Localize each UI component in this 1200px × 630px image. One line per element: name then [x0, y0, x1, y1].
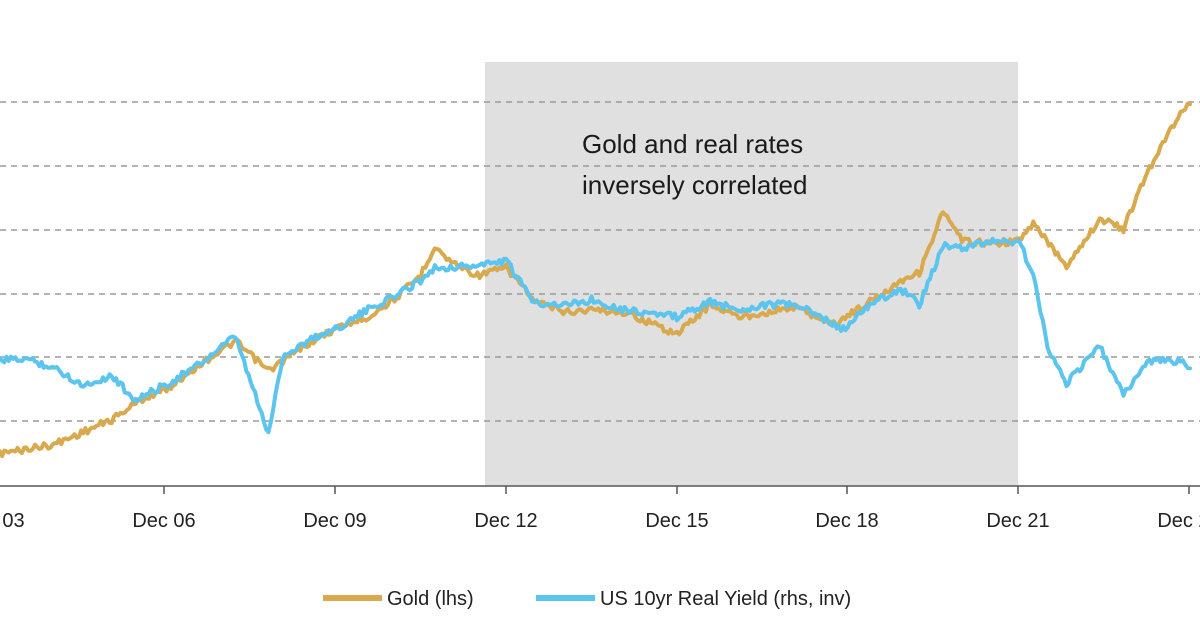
x-tick-label: Dec 21	[986, 510, 1049, 532]
series-line-real-yield	[0, 236, 1192, 435]
series-lines	[0, 101, 1192, 459]
legend-label-real-yield: US 10yr Real Yield (rhs, inv)	[600, 588, 851, 610]
legend: Gold (lhs) US 10yr Real Yield (rhs, inv)	[323, 588, 851, 610]
x-tick-label: Dec 03	[0, 510, 25, 532]
legend-label-gold: Gold (lhs)	[387, 588, 474, 610]
x-tick-label: Dec 06	[132, 510, 195, 532]
gridlines	[0, 101, 1200, 422]
x-tick-label: Dec 24	[1157, 510, 1200, 532]
annotation-line-1: Gold and real rates	[582, 129, 803, 159]
x-tick-label: Dec 18	[815, 510, 878, 532]
x-axis-ticks: Dec 03 Dec 06 Dec 09 Dec 12 Dec 15 Dec 18 Dec …	[0, 486, 1200, 532]
x-tick-label: Dec 09	[303, 510, 366, 532]
annotation-line-2: inversely correlated	[582, 170, 807, 200]
x-tick-label: Dec 15	[645, 510, 708, 532]
x-tick-label: Dec 12	[474, 510, 537, 532]
shaded-region	[485, 62, 1018, 486]
